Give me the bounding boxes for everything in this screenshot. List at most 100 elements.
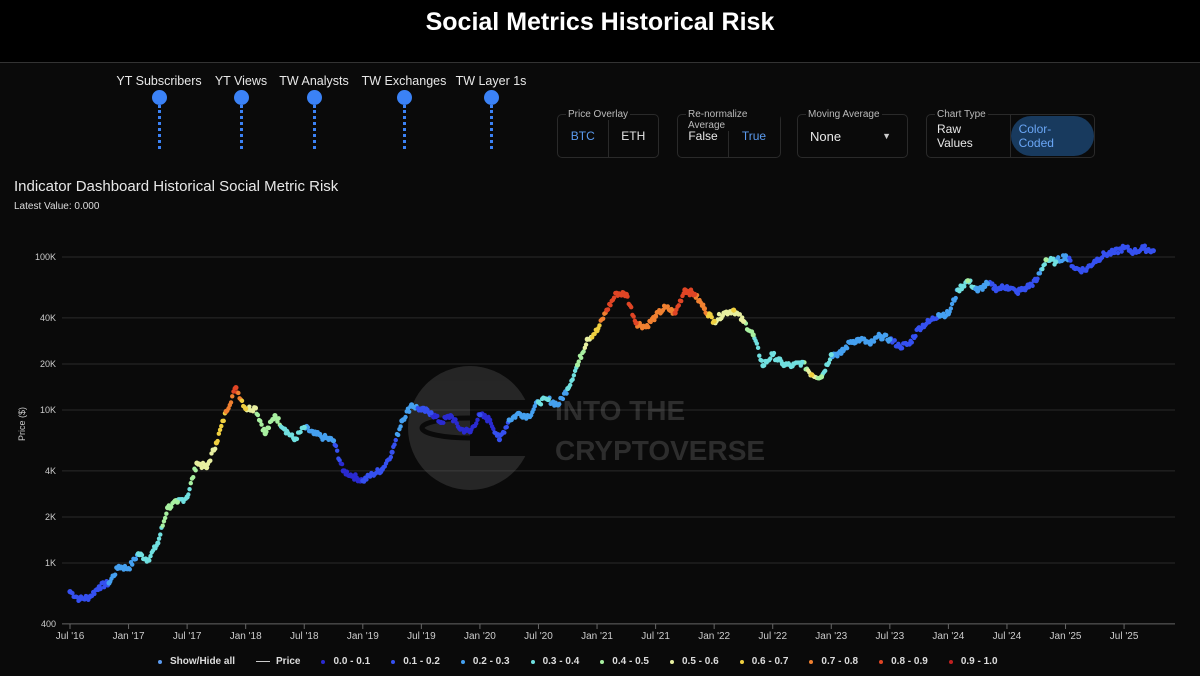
true-option[interactable]: True bbox=[741, 129, 767, 143]
legend-label: 0.0 - 0.1 bbox=[333, 656, 371, 667]
legend-item[interactable]: 0.9 - 1.0 bbox=[948, 656, 998, 667]
data-point bbox=[789, 363, 795, 369]
data-point-fill bbox=[1068, 258, 1073, 263]
slider-track[interactable] bbox=[312, 105, 316, 149]
dot-icon bbox=[391, 659, 396, 664]
eth-option[interactable]: ETH bbox=[621, 129, 646, 143]
slider-handle[interactable] bbox=[233, 90, 249, 105]
legend-item[interactable]: 0.1 - 0.2 bbox=[391, 656, 440, 667]
data-point bbox=[750, 332, 756, 338]
slider-track[interactable] bbox=[402, 105, 406, 149]
data-point bbox=[194, 460, 200, 466]
legend-item[interactable]: Price bbox=[256, 656, 300, 667]
data-point-fill bbox=[532, 404, 538, 409]
data-point bbox=[906, 341, 912, 347]
data-point-fill bbox=[768, 356, 773, 361]
data-point bbox=[526, 413, 532, 419]
data-point bbox=[340, 468, 346, 474]
color-coded-option[interactable]: Color-Coded bbox=[1010, 116, 1094, 156]
data-point bbox=[643, 324, 649, 330]
slider-yt-subscribers[interactable]: YT Subscribers bbox=[113, 74, 205, 149]
data-point bbox=[145, 557, 151, 563]
group-label: Re-normalize Average bbox=[686, 109, 780, 131]
btc-option[interactable]: BTC bbox=[558, 115, 609, 157]
group-label: Price Overlay bbox=[566, 109, 631, 120]
data-point-fill bbox=[160, 523, 165, 528]
data-point-fill bbox=[597, 323, 602, 328]
legend-item[interactable]: 0.3 - 0.4 bbox=[530, 656, 580, 667]
x-tick-label: Jul '17 bbox=[173, 631, 202, 642]
data-point-fill bbox=[191, 475, 196, 480]
svg-text:CRYPTOVERSE: CRYPTOVERSE bbox=[555, 435, 765, 466]
legend-label: 0.3 - 0.4 bbox=[542, 656, 580, 667]
slider-handle[interactable] bbox=[151, 90, 167, 105]
slider-handle[interactable] bbox=[483, 90, 499, 105]
data-point-fill bbox=[652, 317, 657, 323]
data-point bbox=[994, 286, 1000, 292]
data-point-fill bbox=[629, 304, 634, 310]
data-point bbox=[945, 311, 952, 317]
data-point-fill bbox=[216, 431, 222, 436]
false-option[interactable]: False bbox=[678, 115, 729, 157]
data-point-fill bbox=[333, 443, 339, 449]
data-point bbox=[672, 310, 678, 316]
moving-average-select[interactable]: Moving Average None ▼ bbox=[797, 109, 908, 158]
legend-label: Show/Hide all bbox=[170, 656, 236, 667]
data-point bbox=[125, 565, 132, 572]
slider-tw-layer-1s[interactable]: TW Layer 1s bbox=[455, 74, 527, 149]
legend-item[interactable]: 0.2 - 0.3 bbox=[460, 656, 510, 667]
data-point bbox=[330, 438, 337, 444]
y-tick-label: 4K bbox=[45, 466, 56, 476]
y-tick-label: 40K bbox=[40, 313, 56, 323]
slider-tw-exchanges[interactable]: TW Exchanges bbox=[359, 74, 449, 149]
data-point-fill bbox=[92, 591, 97, 597]
data-point bbox=[1082, 267, 1088, 273]
page-title: Social Metrics Historical Risk bbox=[425, 8, 775, 36]
data-point-fill bbox=[259, 422, 264, 427]
data-point bbox=[301, 424, 307, 430]
data-point bbox=[594, 328, 600, 334]
data-point-fill bbox=[212, 446, 218, 452]
data-point-fill bbox=[1056, 255, 1061, 260]
data-point bbox=[613, 290, 620, 296]
data-point bbox=[545, 396, 551, 403]
data-point-fill bbox=[217, 427, 223, 433]
data-point bbox=[1023, 285, 1030, 291]
x-tick-label: Jan '22 bbox=[698, 631, 730, 642]
slider-track[interactable] bbox=[157, 105, 161, 149]
legend-label: 0.1 - 0.2 bbox=[403, 656, 440, 667]
legend-label: Price bbox=[276, 656, 301, 667]
x-tick-label: Jul '25 bbox=[1110, 631, 1139, 642]
slider-track[interactable] bbox=[239, 105, 243, 149]
svg-text:INTO THE: INTO THE bbox=[555, 395, 685, 426]
data-point-fill bbox=[239, 398, 245, 404]
legend-item[interactable]: 0.5 - 0.6 bbox=[670, 656, 719, 667]
raw-values-option[interactable]: Raw Values bbox=[927, 115, 1011, 157]
legend-item[interactable]: Show/Hide all bbox=[158, 656, 235, 667]
slider-handle[interactable] bbox=[396, 90, 412, 105]
data-point-fill bbox=[130, 562, 135, 567]
legend-item[interactable]: 0.0 - 0.1 bbox=[321, 656, 370, 667]
data-point bbox=[467, 429, 473, 435]
data-point-fill bbox=[219, 423, 224, 429]
slider-track[interactable] bbox=[489, 105, 493, 149]
data-point-fill bbox=[980, 287, 985, 292]
legend-item[interactable]: 0.7 - 0.8 bbox=[809, 656, 858, 667]
data-point-fill bbox=[491, 426, 496, 432]
y-tick-label: 2K bbox=[45, 512, 56, 522]
legend-item[interactable]: 0.6 - 0.7 bbox=[739, 656, 788, 667]
x-tick-label: Jul '23 bbox=[876, 631, 905, 642]
slider-yt-views[interactable]: YT Views bbox=[210, 74, 272, 149]
slider-tw-analysts[interactable]: TW Analysts bbox=[276, 74, 352, 149]
slider-handle[interactable] bbox=[306, 90, 322, 105]
legend-item[interactable]: 0.4 - 0.5 bbox=[600, 656, 649, 667]
data-point bbox=[574, 362, 581, 368]
legend-item[interactable]: 0.8 - 0.9 bbox=[879, 656, 928, 667]
x-tick-label: Jul '24 bbox=[993, 631, 1022, 642]
data-point-fill bbox=[388, 454, 394, 460]
data-point bbox=[360, 478, 366, 484]
data-point bbox=[243, 406, 249, 412]
data-point-fill bbox=[158, 532, 163, 537]
data-point bbox=[818, 374, 825, 380]
